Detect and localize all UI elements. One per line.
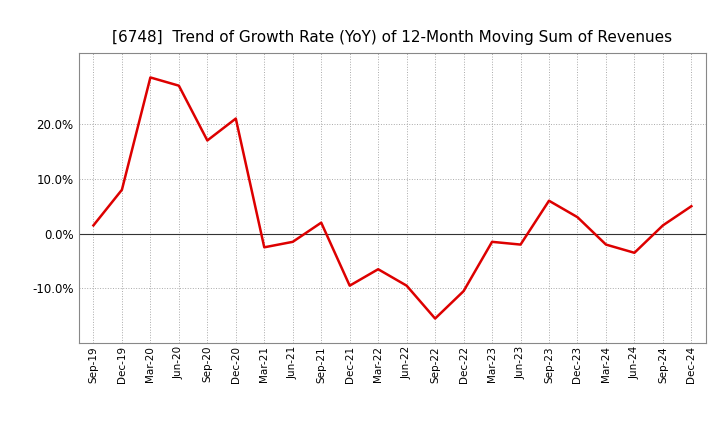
Title: [6748]  Trend of Growth Rate (YoY) of 12-Month Moving Sum of Revenues: [6748] Trend of Growth Rate (YoY) of 12-… <box>112 29 672 45</box>
